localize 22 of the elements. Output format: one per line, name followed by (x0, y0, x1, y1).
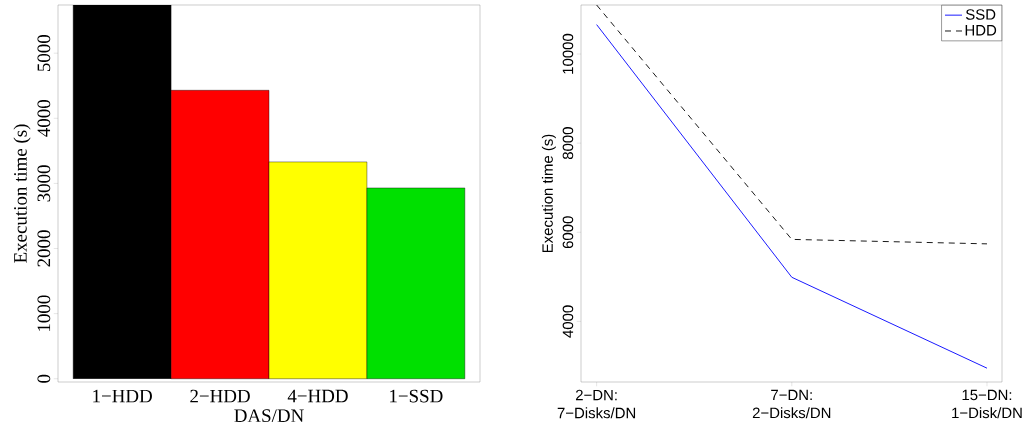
y-tick-label: 5000 (37, 34, 51, 72)
y-tick-label: 4000 (562, 305, 574, 338)
y-tick-label: 0 (37, 374, 51, 383)
y-tick-label: 8000 (562, 127, 574, 160)
y-tick-label: 2000 (37, 230, 51, 267)
legend-label: SSD (965, 9, 996, 20)
x-tick-label: 4−HDD (287, 389, 348, 403)
y-tick-label: 3000 (37, 165, 51, 202)
x-tick-label: 2−DN: 7−Disks/DN (557, 389, 636, 419)
x-tick-label: 2−HDD (190, 389, 250, 403)
legend-label: HDD (965, 25, 997, 36)
y-axis-title: Execution time (s) (541, 134, 556, 253)
x-tick-label: 7−DN: 2−Disks/DN (752, 389, 831, 419)
x-tick-label: 1−SSD (390, 389, 443, 403)
x-axis-title: DAS/DN (234, 409, 304, 423)
y-tick-label: 1000 (37, 295, 51, 331)
x-tick-label: 15−DN: 1−Disk/DN (952, 389, 1022, 419)
y-axis-title: Execution time (s) (13, 124, 31, 263)
x-tick-label: 1−HDD (93, 389, 152, 403)
y-tick-label: 6000 (562, 216, 574, 249)
y-tick-label: 4000 (37, 100, 51, 137)
y-tick-label: 10000 (562, 33, 574, 74)
